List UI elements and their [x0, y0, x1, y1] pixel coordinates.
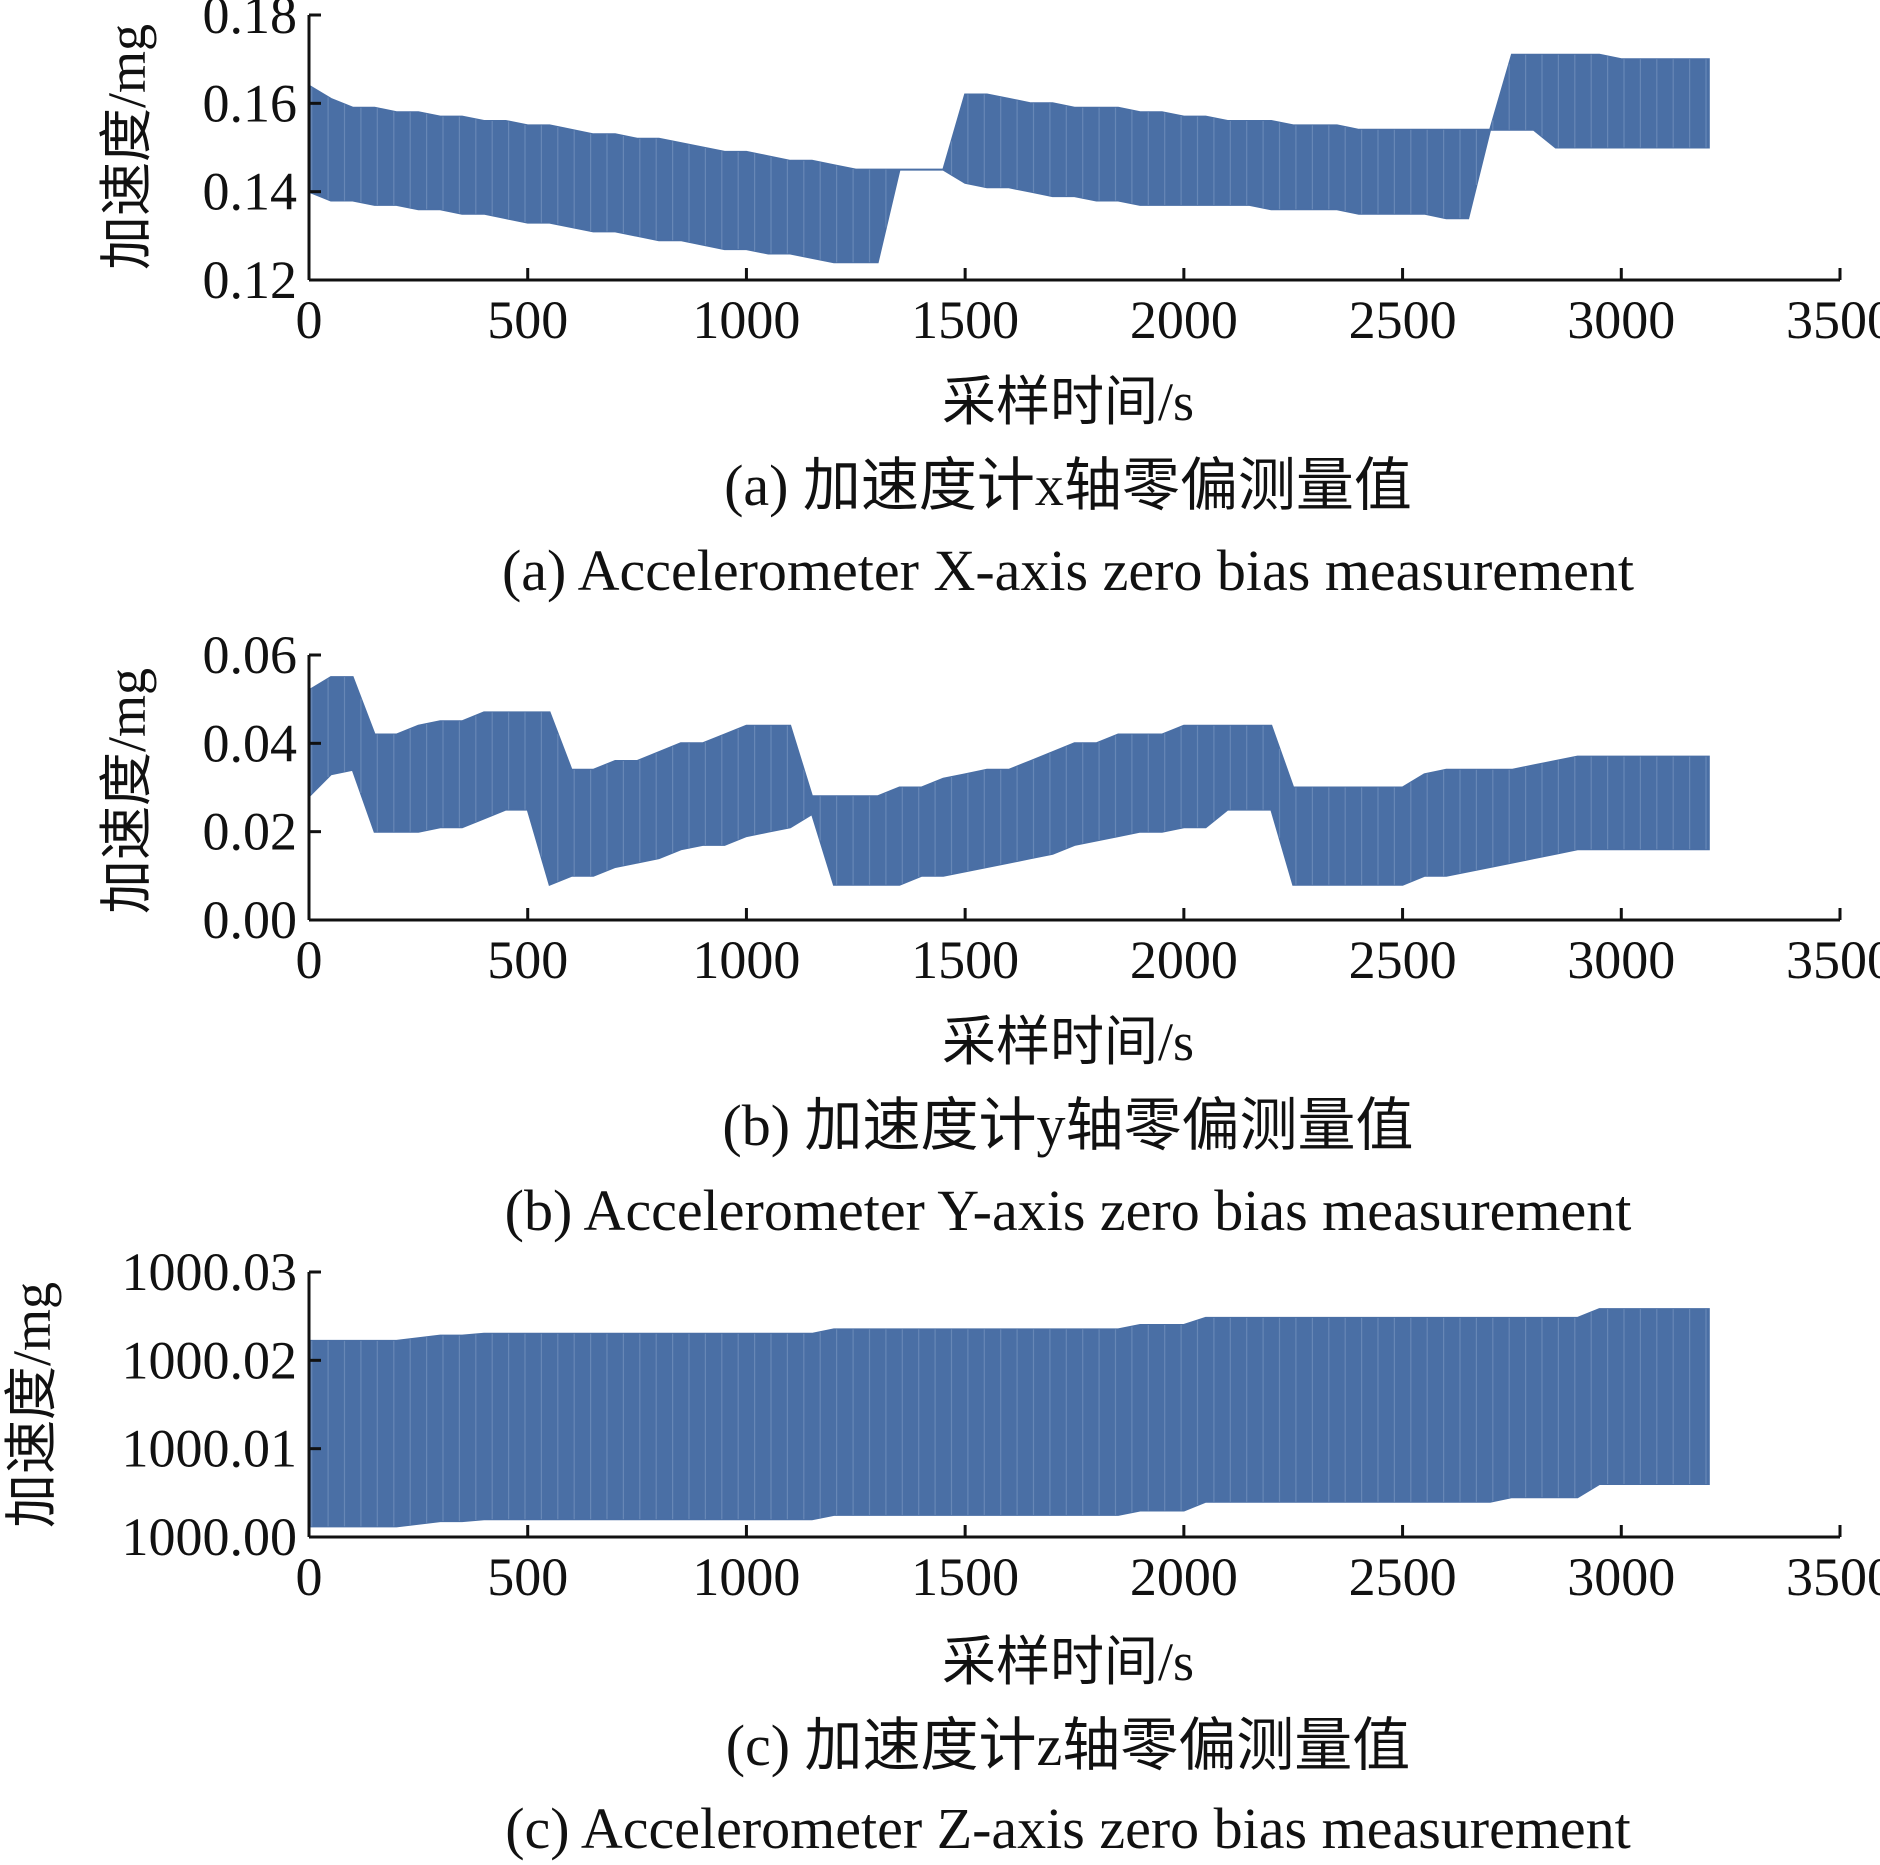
series-band [308, 53, 1710, 264]
caption-en: (a) Accelerometer X-axis zero bias measu… [502, 538, 1634, 603]
y-tick-label: 0.14 [203, 162, 298, 222]
ylabel: 加速度/mg [97, 668, 157, 914]
y-tick-label: 0.00 [203, 890, 298, 950]
x-tick-label: 2500 [1349, 930, 1457, 990]
y-tick-label: 1000.01 [122, 1419, 298, 1479]
y-tick-label: 0.04 [203, 713, 298, 773]
x-tick-label: 2000 [1130, 290, 1238, 350]
x-tick-label: 3000 [1567, 930, 1675, 990]
caption-cn: (a) 加速度计x轴零偏测量值 [724, 453, 1412, 518]
y-tick-label: 0.18 [203, 0, 298, 45]
caption-en: (c) Accelerometer Z-axis zero bias measu… [505, 1796, 1631, 1861]
series-samples [311, 1309, 1707, 1527]
y-tick-label: 0.02 [203, 802, 298, 862]
x-tick-label: 2000 [1130, 930, 1238, 990]
xlabel: 采样时间/s [942, 372, 1194, 432]
x-tick-label: 1500 [911, 290, 1019, 350]
x-tick-label: 2500 [1349, 1547, 1457, 1607]
y-tick-label: 0.06 [203, 625, 298, 685]
x-tick-label: 1500 [911, 930, 1019, 990]
y-tick-label: 1000.02 [122, 1330, 298, 1390]
series-samples [311, 677, 1707, 885]
xlabel: 采样时间/s [942, 1632, 1194, 1692]
x-tick-label: 500 [487, 1547, 568, 1607]
ylabel: 加速度/mg [97, 24, 157, 270]
series-band [308, 1308, 1710, 1528]
y-tick-label: 1000.03 [122, 1242, 298, 1302]
ylabel: 加速度/mg [2, 1282, 62, 1528]
x-tick-label: 3000 [1567, 1547, 1675, 1607]
xlabel: 采样时间/s [942, 1012, 1194, 1072]
x-tick-label: 1500 [911, 1547, 1019, 1607]
y-tick-label: 1000.00 [122, 1507, 298, 1567]
x-tick-label: 1000 [692, 290, 800, 350]
panel-c: 加速度/mg 采样时间/s (c) 加速度计z轴零偏测量值 (c) Accele… [2, 1242, 1880, 1861]
x-tick-label: 1000 [692, 930, 800, 990]
series-samples [311, 54, 1707, 263]
x-tick-label: 500 [487, 290, 568, 350]
x-tick-label: 0 [296, 290, 323, 350]
caption-cn: (b) 加速度计y轴零偏测量值 [722, 1093, 1413, 1158]
caption-cn: (c) 加速度计z轴零偏测量值 [726, 1713, 1411, 1778]
x-tick-label: 3000 [1567, 290, 1675, 350]
y-tick-label: 0.16 [203, 73, 298, 133]
panel-b: 加速度/mg 采样时间/s (b) 加速度计y轴零偏测量值 (b) Accele… [97, 625, 1880, 1243]
x-tick-label: 2000 [1130, 1547, 1238, 1607]
x-tick-label: 0 [296, 930, 323, 990]
x-tick-label: 2500 [1349, 290, 1457, 350]
panel-a: 加速度/mg 采样时间/s (a) 加速度计x轴零偏测量值 (a) Accele… [97, 0, 1880, 603]
series-band [308, 676, 1710, 887]
caption-en: (b) Accelerometer Y-axis zero bias measu… [505, 1178, 1632, 1243]
y-tick-label: 0.12 [203, 250, 298, 310]
x-tick-label: 0 [296, 1547, 323, 1607]
x-tick-label: 500 [487, 930, 568, 990]
x-tick-label: 1000 [692, 1547, 800, 1607]
